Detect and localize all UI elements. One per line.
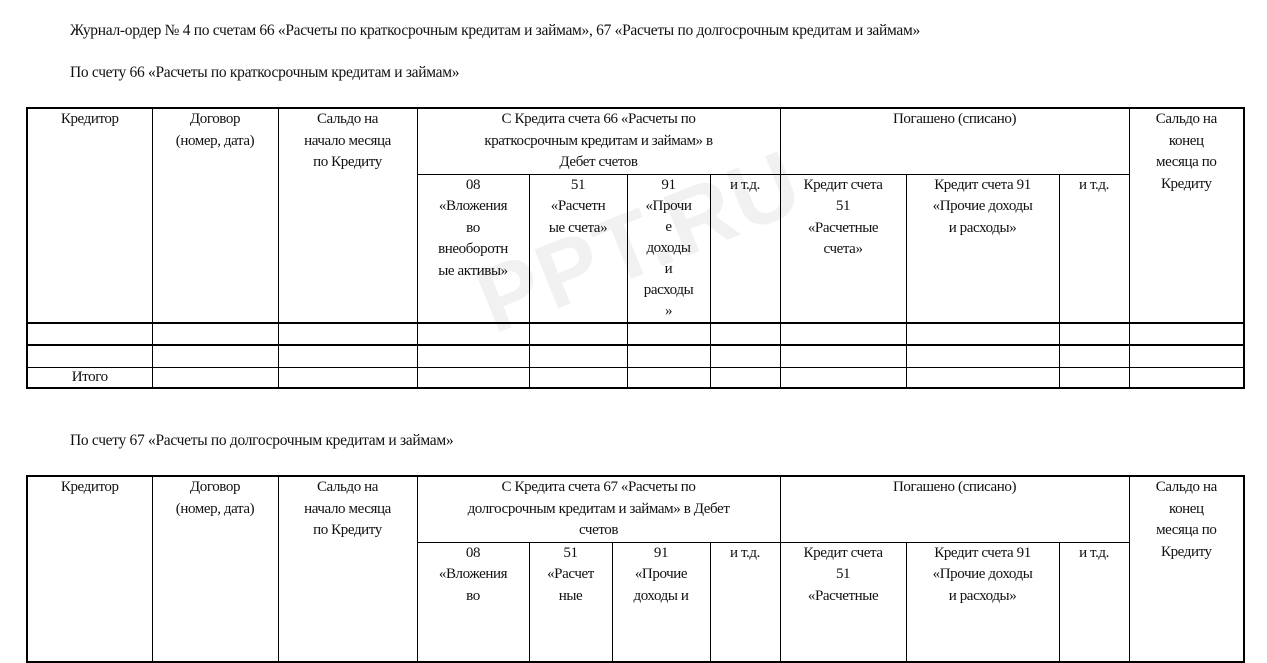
account-67-table: Кредитор Договор (номер, дата) Сальдо на…: [26, 475, 1246, 663]
total-label: Итого: [26, 366, 153, 389]
header-contract: Договор (номер, дата): [151, 107, 279, 324]
cell: [709, 366, 781, 389]
subheader-91: 91 «Прочие доходы и: [611, 541, 711, 663]
cell: [779, 344, 907, 368]
header-opening-balance: Сальдо на начало месяца по Кредиту: [277, 107, 418, 324]
cell: [528, 366, 628, 389]
cell: [1128, 366, 1245, 389]
subheader-repaid-etc: и т.д.: [1058, 541, 1130, 663]
cell: [905, 322, 1060, 346]
subheader-08: 08 «Вложения во внеоборотн ые активы»: [416, 173, 530, 324]
cell: [626, 344, 711, 368]
cell: [151, 366, 279, 389]
table-67-caption: По счету 67 «Расчеты по долгосрочным кре…: [70, 432, 454, 449]
subheader-51: 51 «Расчет ные: [528, 541, 613, 663]
cell: [709, 322, 781, 346]
cell: [277, 366, 418, 389]
cell: [709, 344, 781, 368]
cell: [528, 322, 628, 346]
cell: [1058, 366, 1130, 389]
header-credit-group: С Кредита счета 67 «Расчеты по долгосроч…: [416, 475, 781, 543]
subheader-credit-91: Кредит счета 91 «Прочие доходы и расходы…: [905, 541, 1060, 663]
header-repaid-group: Погашено (списано): [779, 475, 1130, 543]
cell: [151, 344, 279, 368]
cell: [1128, 322, 1245, 346]
cell: [1128, 344, 1245, 368]
table-66-caption: По счету 66 «Расчеты по краткосрочным кр…: [70, 64, 460, 81]
header-opening-balance: Сальдо на начало месяца по Кредиту: [277, 475, 418, 663]
subheader-credit-91: Кредит счета 91 «Прочие доходы и расходы…: [905, 173, 1060, 324]
subheader-etc: и т.д.: [709, 541, 781, 663]
total-row: Итого: [26, 366, 1245, 389]
cell: [905, 366, 1060, 389]
header-closing-balance: Сальдо на конец месяца по Кредиту: [1128, 475, 1245, 663]
cell: [1058, 322, 1130, 346]
cell: [779, 322, 907, 346]
header-credit-group: С Кредита счета 66 «Расчеты по краткосро…: [416, 107, 781, 175]
document-title: Журнал-ордер № 4 по счетам 66 «Расчеты п…: [70, 22, 920, 39]
header-repaid-group: Погашено (списано): [779, 107, 1130, 175]
cell: [626, 366, 711, 389]
subheader-credit-51: Кредит счета 51 «Расчетные: [779, 541, 907, 663]
table-row: [26, 322, 1245, 346]
cell: [416, 322, 530, 346]
cell: [26, 344, 153, 368]
cell: [779, 366, 907, 389]
cell: [151, 322, 279, 346]
subheader-51: 51 «Расчетн ые счета»: [528, 173, 628, 324]
cell: [416, 366, 530, 389]
subheader-credit-51: Кредит счета 51 «Расчетные счета»: [779, 173, 907, 324]
header-creditor: Кредитор: [26, 475, 153, 663]
subheader-etc: и т.д.: [709, 173, 781, 324]
account-66-table: Кредитор Договор (номер, дата) Сальдо на…: [26, 107, 1246, 389]
cell: [528, 344, 628, 368]
cell: [905, 344, 1060, 368]
subheader-08: 08 «Вложения во: [416, 541, 530, 663]
cell: [416, 344, 530, 368]
subheader-91: 91 «Прочи е доходы и расходы »: [626, 173, 711, 324]
cell: [626, 322, 711, 346]
header-contract: Договор (номер, дата): [151, 475, 279, 663]
cell: [26, 322, 153, 346]
cell: [277, 344, 418, 368]
subheader-repaid-etc: и т.д.: [1058, 173, 1130, 324]
table-row: [26, 344, 1245, 368]
header-closing-balance: Сальдо на конец месяца по Кредиту: [1128, 107, 1245, 324]
header-creditor: Кредитор: [26, 107, 153, 324]
cell: [1058, 344, 1130, 368]
cell: [277, 322, 418, 346]
